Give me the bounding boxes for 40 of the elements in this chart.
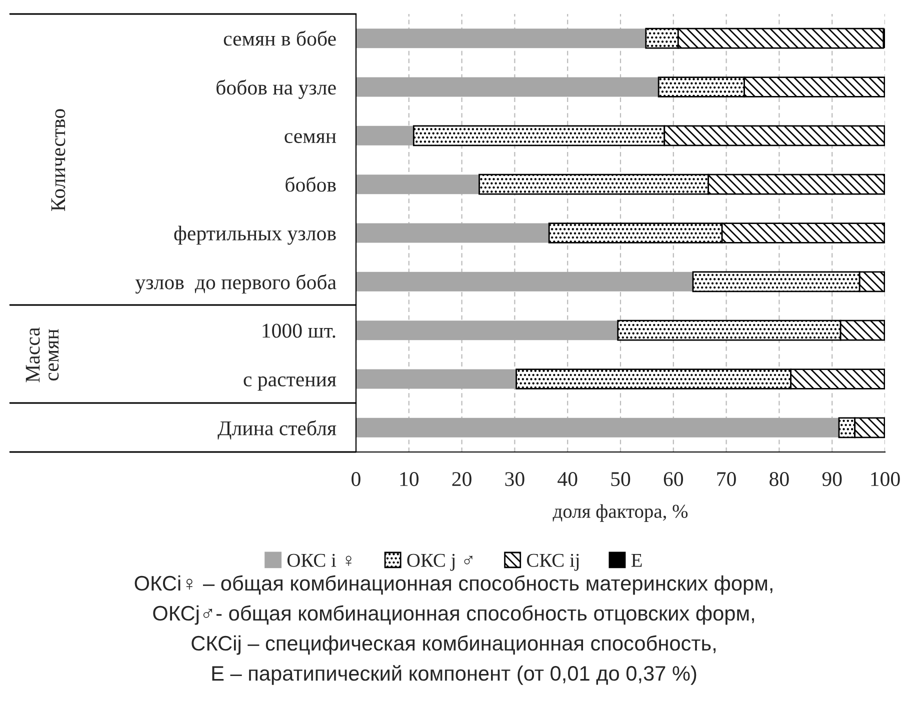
text: Е – паратипический компонент (от 0,01 до 0,37 %) [212, 665, 696, 685]
legend-label: ОКС j ♂ [407, 554, 472, 571]
x-tick-label: 80 [770, 472, 789, 486]
text: ОКСj♂- общая комбинационная способность отцовских форм, [153, 605, 754, 625]
x-tick-label: 100 [871, 472, 900, 486]
y-tick-label: 1000 шт. [262, 324, 336, 338]
bar [356, 174, 480, 194]
legend-label: ОКС i ♀ [287, 554, 352, 567]
bar [356, 272, 693, 292]
y-tick-label: бобов на узле [216, 80, 336, 99]
y-tick-label: узлов до первого боба [135, 274, 336, 294]
text: ОКСi♀ – общая комбинационная способность материнских форм, [134, 575, 772, 595]
x-tick-label: 60 [664, 472, 684, 486]
text: Масса семян [26, 327, 59, 382]
y-tick-label: фертильных узлов [174, 226, 336, 245]
x-tick-label: 30 [505, 472, 524, 486]
y-tick-label: с растения [244, 376, 336, 391]
bar [356, 418, 839, 438]
bar [356, 223, 550, 243]
x-tick-label: 90 [822, 472, 842, 486]
x-tick-label: 10 [400, 472, 419, 486]
y-tick-label: бобов [286, 176, 336, 192]
y-tick-label: Длина стебля [218, 420, 336, 440]
x-tick-label: 50 [611, 472, 630, 486]
x-axis-title: доля фактора, % [552, 504, 688, 522]
bar [356, 369, 516, 389]
bar [356, 77, 659, 97]
x-tick-label: 20 [452, 472, 472, 486]
text: СКСij – специфическая комбинационная способность, [192, 635, 716, 655]
bar [356, 320, 618, 340]
bar [356, 28, 646, 48]
y-tick-label: семян [284, 133, 336, 144]
y-tick-label: семян в бобе [224, 30, 336, 46]
legend-label: Е [631, 554, 642, 567]
x-tick-label: 40 [558, 472, 578, 486]
x-tick-label: 70 [717, 472, 736, 486]
legend-label: СКС ij [526, 554, 579, 571]
bar [356, 126, 414, 146]
x-tick-label: 0 [352, 472, 360, 486]
text: Количество [51, 109, 66, 212]
